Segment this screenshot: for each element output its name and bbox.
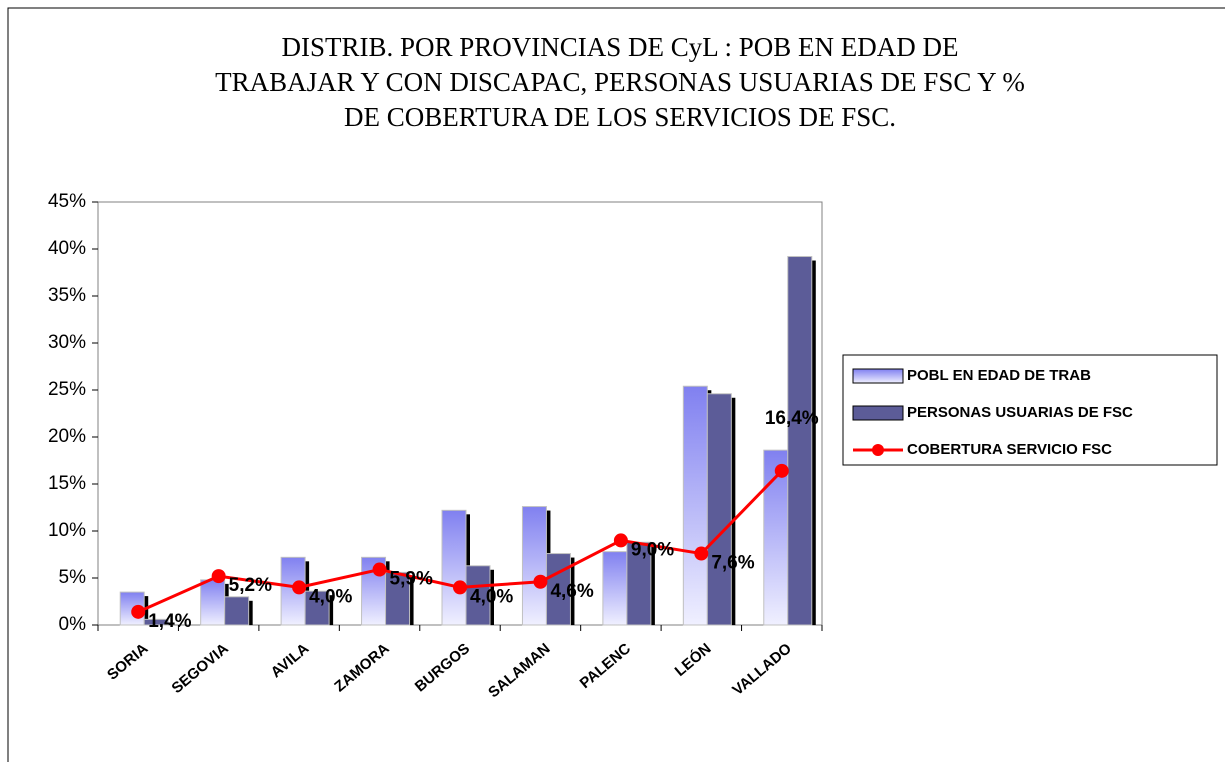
- chart-title: DISTRIB. POR PROVINCIAS DE CyL : POB EN …: [281, 32, 958, 62]
- data-label: 5,9%: [390, 569, 433, 590]
- bar: [224, 596, 250, 626]
- line-point: [613, 533, 628, 548]
- y-tick-label: 45%: [48, 191, 86, 212]
- y-tick-label: 35%: [48, 285, 86, 306]
- data-label: 4,0%: [309, 586, 352, 607]
- y-tick-label: 30%: [48, 332, 86, 353]
- y-tick-label: 40%: [48, 238, 86, 259]
- bar: [682, 385, 708, 626]
- data-label: 5,2%: [229, 575, 272, 596]
- bar: [787, 256, 813, 626]
- data-label: 1,4%: [148, 611, 191, 632]
- bar: [602, 551, 628, 626]
- line-point: [533, 574, 548, 589]
- chart-title: DE COBERTURA DE LOS SERVICIOS DE FSC.: [344, 102, 896, 132]
- bar: [545, 553, 571, 626]
- y-tick-label: 5%: [59, 567, 87, 588]
- legend-box: [842, 354, 1218, 466]
- data-label: 4,0%: [470, 586, 513, 607]
- legend-label: POBL EN EDAD DE TRAB: [907, 367, 1091, 384]
- bar: [465, 565, 491, 626]
- line-point: [774, 463, 789, 478]
- bar: [304, 590, 330, 626]
- data-label: 7,6%: [711, 553, 754, 574]
- y-tick-label: 25%: [48, 379, 86, 400]
- legend-swatch: [852, 405, 904, 421]
- bar: [706, 393, 732, 626]
- line-point: [694, 546, 709, 561]
- y-tick-label: 20%: [48, 426, 86, 447]
- line-point: [292, 580, 307, 595]
- bar: [200, 579, 226, 626]
- chart-title: TRABAJAR Y CON DISCAPAC, PERSONAS USUARI…: [215, 67, 1025, 97]
- bar: [143, 618, 169, 626]
- legend-label: PERSONAS USUARIAS DE FSC: [907, 404, 1133, 421]
- data-label: 16,4%: [765, 408, 819, 429]
- data-label: 9,0%: [631, 539, 674, 560]
- data-label: 4,6%: [550, 581, 593, 602]
- y-tick-label: 10%: [48, 520, 86, 541]
- line-point: [131, 604, 146, 619]
- y-tick-label: 15%: [48, 473, 86, 494]
- line-point: [453, 580, 467, 595]
- legend-label: COBERTURA SERVICIO FSC: [907, 441, 1112, 458]
- line-point: [372, 562, 387, 577]
- y-tick-label: 0%: [59, 614, 87, 635]
- line-point: [211, 569, 226, 584]
- bar: [521, 506, 547, 626]
- legend-marker: [872, 444, 884, 456]
- bar: [441, 509, 467, 626]
- legend-swatch: [852, 368, 904, 384]
- bar: [763, 449, 789, 626]
